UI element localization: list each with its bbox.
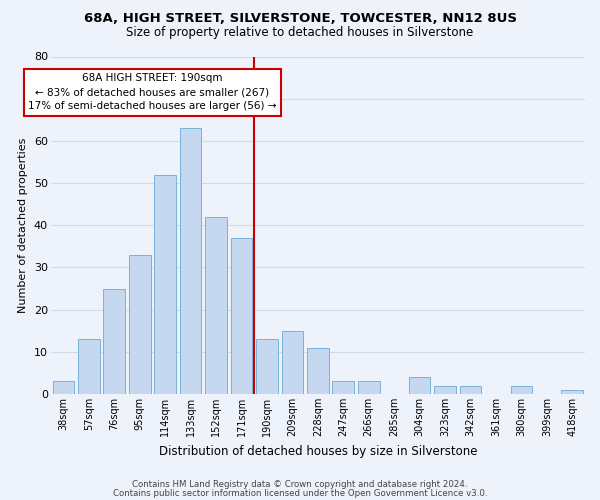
Text: Contains HM Land Registry data © Crown copyright and database right 2024.: Contains HM Land Registry data © Crown c… [132, 480, 468, 489]
Bar [358, 382, 380, 394]
Text: 68A HIGH STREET: 190sqm
← 83% of detached houses are smaller (267)
17% of semi-d: 68A HIGH STREET: 190sqm ← 83% of detache… [28, 74, 277, 112]
Bar [307, 348, 329, 394]
Bar [78, 339, 100, 394]
Text: 68A, HIGH STREET, SILVERSTONE, TOWCESTER, NN12 8US: 68A, HIGH STREET, SILVERSTONE, TOWCESTER… [83, 12, 517, 26]
Bar [562, 390, 583, 394]
Bar [409, 377, 430, 394]
Y-axis label: Number of detached properties: Number of detached properties [18, 138, 28, 313]
Bar [332, 382, 354, 394]
Bar [129, 255, 151, 394]
Bar [256, 339, 278, 394]
Bar [434, 386, 456, 394]
Bar [180, 128, 202, 394]
Bar [281, 330, 303, 394]
Bar [460, 386, 481, 394]
Bar [154, 174, 176, 394]
Text: Size of property relative to detached houses in Silverstone: Size of property relative to detached ho… [127, 26, 473, 39]
Bar [205, 217, 227, 394]
X-axis label: Distribution of detached houses by size in Silverstone: Distribution of detached houses by size … [158, 444, 477, 458]
Text: Contains public sector information licensed under the Open Government Licence v3: Contains public sector information licen… [113, 488, 487, 498]
Bar [103, 288, 125, 394]
Bar [230, 238, 253, 394]
Bar [53, 382, 74, 394]
Bar [511, 386, 532, 394]
